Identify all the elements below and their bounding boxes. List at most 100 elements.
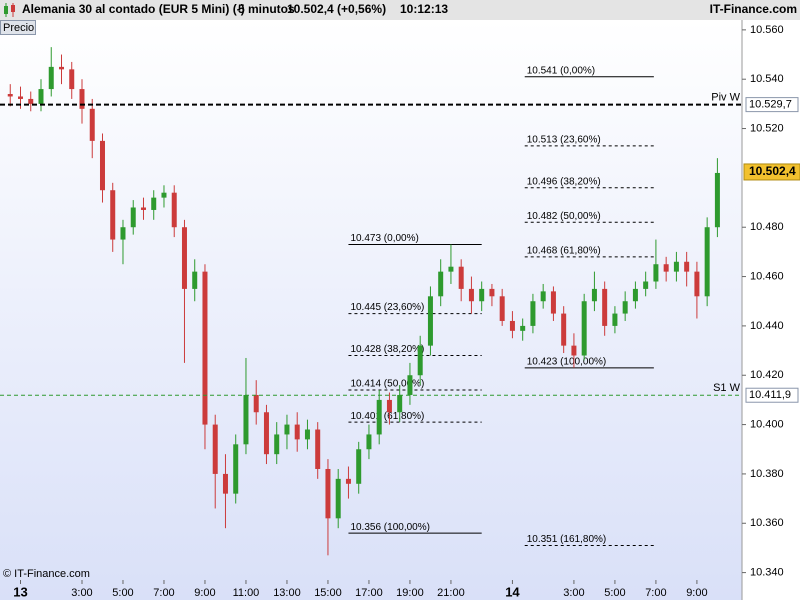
candle-body bbox=[263, 412, 269, 455]
candle-body bbox=[202, 271, 208, 425]
header-time: 10:12:13 bbox=[400, 2, 448, 16]
fib-label: 10.423 (100,00%) bbox=[527, 356, 607, 367]
last-price-label: 10.502,4 bbox=[749, 164, 796, 178]
candle-body bbox=[540, 291, 546, 302]
y-tick-label: 10.520 bbox=[750, 122, 784, 134]
candle-body bbox=[673, 261, 679, 272]
app-icon bbox=[4, 3, 15, 17]
fib-label: 10.351 (161,80%) bbox=[527, 534, 607, 545]
candle-body bbox=[89, 108, 95, 141]
candle-body bbox=[653, 264, 659, 282]
y-tick-label: 10.400 bbox=[750, 418, 784, 430]
y-tick-label: 10.360 bbox=[750, 517, 784, 529]
candle-body bbox=[427, 296, 433, 346]
y-tick-label: 10.340 bbox=[750, 567, 784, 579]
axis-background bbox=[742, 20, 800, 600]
level-label: 10.411,9 bbox=[749, 389, 791, 401]
x-tick-label: 5:00 bbox=[604, 587, 625, 599]
candle-body bbox=[468, 288, 474, 302]
candle-body bbox=[438, 271, 444, 297]
candle-body bbox=[561, 313, 567, 346]
candle-body bbox=[233, 444, 239, 494]
candle-body bbox=[345, 478, 351, 484]
candle-body bbox=[284, 424, 290, 435]
y-tick-label: 10.380 bbox=[750, 468, 784, 480]
fib-label: 10.541 (0,00%) bbox=[527, 65, 595, 76]
price-button-label[interactable]: Precio bbox=[3, 22, 34, 34]
candle-body bbox=[704, 227, 710, 297]
fib-label: 10.473 (0,00%) bbox=[350, 233, 418, 244]
fib-label: 10.414 (50,00%) bbox=[350, 379, 424, 390]
candle-body bbox=[28, 98, 34, 104]
candle-body bbox=[110, 190, 116, 240]
candle-body bbox=[335, 478, 341, 519]
candle-body bbox=[222, 473, 228, 494]
candle-body bbox=[499, 296, 505, 321]
candle-body bbox=[243, 394, 249, 445]
candle-body bbox=[294, 424, 300, 440]
candle-body bbox=[663, 264, 669, 272]
candle-body bbox=[366, 434, 372, 450]
candle-body bbox=[448, 266, 454, 272]
x-tick-label: 5:00 bbox=[112, 587, 133, 599]
price-button[interactable] bbox=[0, 20, 36, 35]
candle-body bbox=[120, 227, 126, 240]
candle-body bbox=[684, 261, 690, 272]
x-tick-label: 7:00 bbox=[645, 587, 666, 599]
candle-body bbox=[181, 227, 187, 289]
candle-body bbox=[17, 96, 23, 99]
fib-label: 10.356 (100,00%) bbox=[350, 522, 430, 533]
fib-label: 10.445 (23,60%) bbox=[350, 302, 424, 313]
y-tick-label: 10.560 bbox=[750, 24, 784, 36]
candle-body bbox=[509, 320, 515, 331]
x-tick-label: 7:00 bbox=[153, 587, 174, 599]
candle-body bbox=[304, 429, 310, 440]
candle-body bbox=[417, 345, 423, 376]
fib-label: 10.513 (23,60%) bbox=[527, 134, 601, 145]
candle-body bbox=[151, 197, 157, 210]
candle-body bbox=[643, 281, 649, 289]
candle-body bbox=[130, 207, 136, 228]
level-box bbox=[745, 387, 799, 403]
fib-label: 10.401 (61,80%) bbox=[350, 411, 424, 422]
last-price-box bbox=[743, 163, 800, 181]
candle-body bbox=[458, 266, 464, 289]
candle-body bbox=[192, 271, 198, 289]
x-tick-label: 3:00 bbox=[71, 587, 92, 599]
candle-body bbox=[376, 399, 382, 435]
candle-body bbox=[171, 192, 177, 228]
header-interval: 5 minutos bbox=[238, 2, 295, 16]
x-tick-label: 13 bbox=[13, 584, 27, 599]
header-price: 10.502,4 (+0,56%) bbox=[287, 2, 386, 16]
x-tick-label: 13:00 bbox=[273, 587, 301, 599]
x-tick-label: 11:00 bbox=[233, 587, 260, 599]
candle-body bbox=[79, 89, 85, 109]
candle-body bbox=[489, 288, 495, 297]
y-tick-label: 10.420 bbox=[750, 369, 784, 381]
y-tick-label: 10.540 bbox=[750, 73, 784, 85]
level-name: Piv W bbox=[711, 92, 740, 104]
candle-body bbox=[69, 69, 75, 90]
candle-body bbox=[397, 394, 403, 413]
candle-body bbox=[212, 424, 218, 474]
fib-label: 10.428 (38,20%) bbox=[350, 344, 424, 355]
candle-body bbox=[356, 449, 362, 484]
candle-body bbox=[694, 271, 700, 297]
candle-body bbox=[714, 172, 720, 228]
header-brand: IT-Finance.com bbox=[710, 2, 797, 16]
candle-body bbox=[407, 375, 413, 395]
candle-body bbox=[325, 468, 331, 519]
header-title: Alemania 30 al contado (EUR 5 Mini) (-) bbox=[22, 2, 245, 16]
x-tick-label: 9:00 bbox=[194, 587, 215, 599]
candle-body bbox=[520, 325, 526, 331]
level-box bbox=[745, 97, 799, 113]
candle-body bbox=[48, 66, 54, 90]
fib-label: 10.468 (61,80%) bbox=[527, 245, 601, 256]
candle-body bbox=[602, 288, 608, 326]
footer-credit: © IT-Finance.com bbox=[3, 568, 90, 580]
candle-body bbox=[140, 207, 146, 210]
candle-body bbox=[591, 288, 597, 302]
level-label: 10.529,7 bbox=[749, 99, 792, 111]
